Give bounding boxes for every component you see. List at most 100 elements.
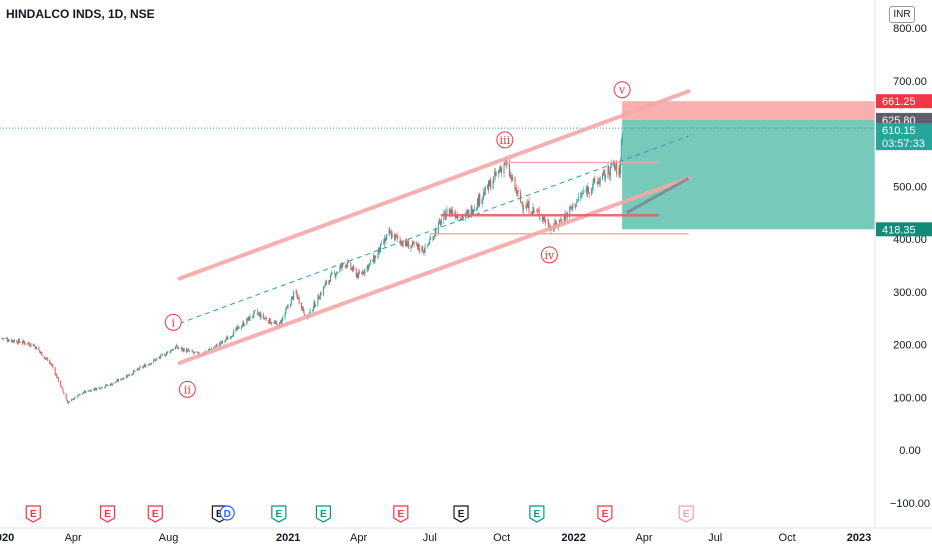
candle-body [236, 327, 238, 330]
candle-body [364, 268, 366, 274]
candle-body [477, 198, 479, 206]
candle-body [126, 375, 128, 377]
earnings-marker[interactable]: E [678, 505, 694, 523]
candle-body [534, 211, 536, 212]
candle-body [405, 239, 407, 245]
wave-label[interactable]: v [618, 84, 626, 97]
candle-body [285, 308, 287, 313]
candle-body [516, 189, 518, 194]
wave-label-circle [164, 313, 182, 331]
candle-body [619, 166, 621, 173]
earnings-marker[interactable]: E [147, 505, 163, 523]
candle-body [282, 317, 284, 319]
target-zone[interactable] [622, 101, 875, 120]
marker-shape [597, 505, 613, 523]
candle-body [336, 272, 338, 273]
earnings-marker[interactable]: E [529, 505, 545, 523]
candle-body [386, 234, 388, 238]
candle-body [148, 364, 150, 366]
candle-body [293, 291, 295, 300]
candle-body [547, 221, 549, 223]
price-axis[interactable]: 800.00 700.00 500.00 400.00 300.00 200.00 100.… [874, 0, 932, 550]
earnings-marker[interactable]: E [315, 505, 331, 523]
candle-body [355, 269, 357, 277]
candle-body [325, 281, 327, 284]
candle-body [11, 339, 13, 342]
candle-body [418, 243, 420, 249]
candle-body [468, 210, 470, 217]
candle-body [71, 398, 73, 400]
earnings-marker[interactable]: E [99, 505, 116, 523]
dividend-marker[interactable]: D [219, 505, 235, 521]
candle-body [281, 318, 283, 324]
candle-body [313, 302, 315, 309]
candle-body [344, 265, 346, 267]
time-axis[interactable]: 2020 Apr Aug 2021 Apr Jul Oct 2022 Apr Jul Oct 2023 [0, 527, 932, 544]
candle-body [35, 346, 37, 350]
time-tick-label: Apr [65, 532, 82, 544]
countdown-text: 03:57:33 [882, 138, 925, 150]
channel-line[interactable] [177, 89, 691, 281]
candle-body [312, 308, 314, 312]
candle-body [172, 349, 174, 350]
candle-body [423, 251, 425, 253]
candle-body [501, 167, 503, 173]
trend-line-dashed[interactable] [179, 135, 689, 324]
candle-body [186, 349, 188, 353]
earnings-marker[interactable]: E [453, 505, 469, 523]
candle-body [249, 315, 251, 321]
candle-body [214, 346, 216, 348]
candle-body [181, 347, 183, 351]
wave-label[interactable]: iii [500, 134, 511, 147]
stop-zone[interactable] [622, 119, 875, 230]
earnings-marker[interactable]: E [393, 505, 409, 523]
candle-body [380, 242, 382, 244]
candle-body [96, 387, 98, 390]
candle-body [139, 366, 141, 368]
time-tick-label: 2022 [561, 532, 585, 544]
candle-body [526, 203, 528, 208]
candle-body [461, 216, 463, 218]
candle-body [576, 201, 578, 205]
candle-body [164, 355, 166, 357]
earnings-marker[interactable]: E [25, 505, 41, 523]
candle-body [248, 316, 250, 321]
candle-body [60, 381, 62, 387]
candle-body [362, 271, 364, 274]
candle-body [532, 206, 534, 213]
wave-label[interactable]: ii [184, 383, 192, 396]
projection-line[interactable] [626, 177, 690, 214]
candle-body [410, 246, 412, 249]
candle-body [440, 220, 442, 226]
candle-body [243, 322, 245, 326]
wave-label[interactable]: iv [545, 249, 556, 262]
position-zones[interactable] [0, 101, 875, 230]
target-price-label[interactable]: 661.25 [876, 94, 932, 109]
earnings-marker[interactable]: E [597, 505, 613, 523]
candle-body [357, 273, 359, 278]
candle-body [440, 221, 442, 225]
wave-label[interactable]: i [171, 316, 175, 329]
candle-body [280, 321, 282, 324]
symbol-title[interactable]: HINDALCO INDS, 1D, NSE [6, 7, 155, 21]
candle-body [335, 274, 337, 278]
drawing-tools[interactable] [177, 89, 691, 365]
candle-body [361, 273, 363, 275]
candle-body [345, 264, 347, 267]
currency-badge[interactable]: INR [889, 6, 915, 23]
candle-body [231, 336, 233, 338]
stop-price-label[interactable]: 418.35 [876, 222, 932, 237]
candle-body [487, 181, 489, 191]
candle-body [424, 245, 426, 253]
candle-body [614, 167, 616, 169]
candle-body [127, 374, 129, 378]
candle-body [372, 260, 374, 262]
earnings-marker[interactable]: E [271, 505, 287, 523]
candle-body [402, 242, 404, 246]
channel-line[interactable] [177, 176, 691, 365]
candle-body [520, 202, 522, 204]
